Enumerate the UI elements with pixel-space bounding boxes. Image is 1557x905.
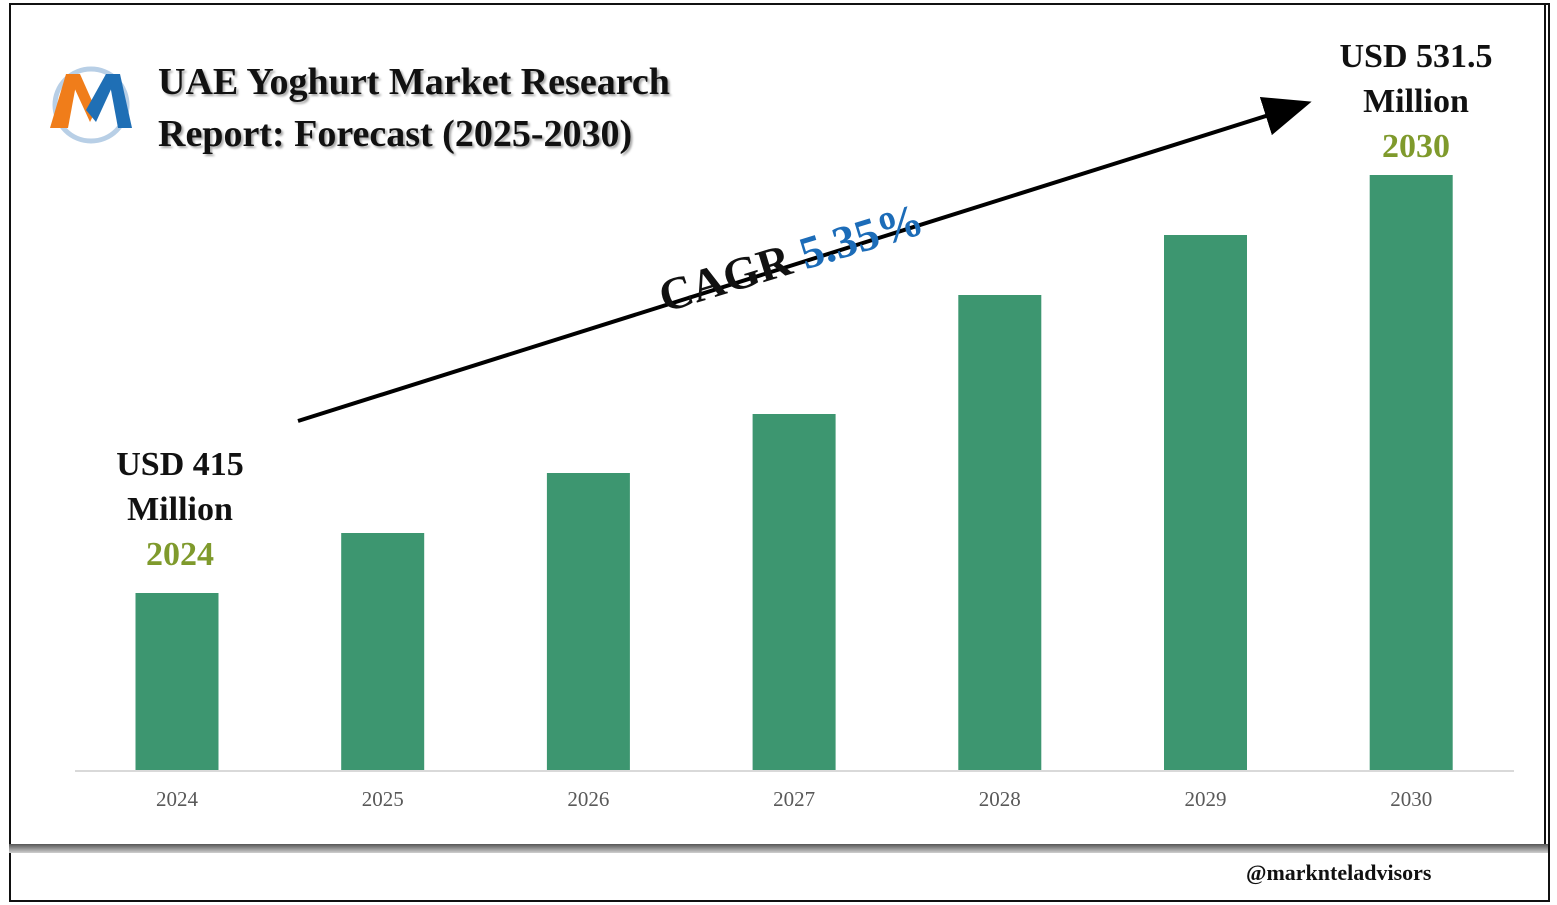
x-tick-labels: 2024 2025 2026 2027 2028 2029 2030: [156, 787, 1432, 811]
bar-2028: [958, 295, 1042, 770]
bar-2024: [135, 593, 219, 770]
start-unit: Million: [127, 491, 233, 528]
bars-group: [135, 175, 1453, 770]
chart-title: UAE Yoghurt Market Research Report: Fore…: [158, 56, 670, 160]
bar-2029: [1164, 235, 1247, 770]
end-value: USD 531.5: [1339, 38, 1493, 75]
x-tick-label-2025: 2025: [362, 787, 404, 811]
end-value-callout: USD 531.5 Million 2030: [1326, 34, 1506, 169]
start-year: 2024: [146, 536, 214, 573]
bar-2025: [341, 533, 425, 770]
end-year: 2030: [1382, 128, 1450, 165]
bar-2027: [752, 414, 836, 770]
title-line-1: UAE Yoghurt Market Research: [158, 61, 670, 103]
growth-arrow: [297, 96, 1312, 423]
bar-2026: [546, 473, 630, 770]
x-tick-label-2026: 2026: [567, 787, 609, 811]
title-line-2: Report: Forecast (2025-2030): [158, 113, 633, 155]
company-logo: [46, 66, 136, 144]
x-tick-label-2028: 2028: [979, 787, 1021, 811]
end-unit: Million: [1363, 83, 1469, 120]
x-tick-label-2030: 2030: [1390, 787, 1432, 811]
x-tick-label-2027: 2027: [773, 787, 815, 811]
bar-2030: [1369, 175, 1453, 770]
start-value-callout: USD 415 Million 2024: [100, 442, 260, 577]
x-tick-label-2029: 2029: [1185, 787, 1227, 811]
start-value: USD 415: [116, 446, 244, 483]
watermark: @marknteladvisors: [1246, 860, 1432, 885]
x-tick-label-2024: 2024: [156, 787, 199, 811]
m-logo-icon: [50, 66, 132, 144]
frame-shadow: [9, 844, 1548, 853]
